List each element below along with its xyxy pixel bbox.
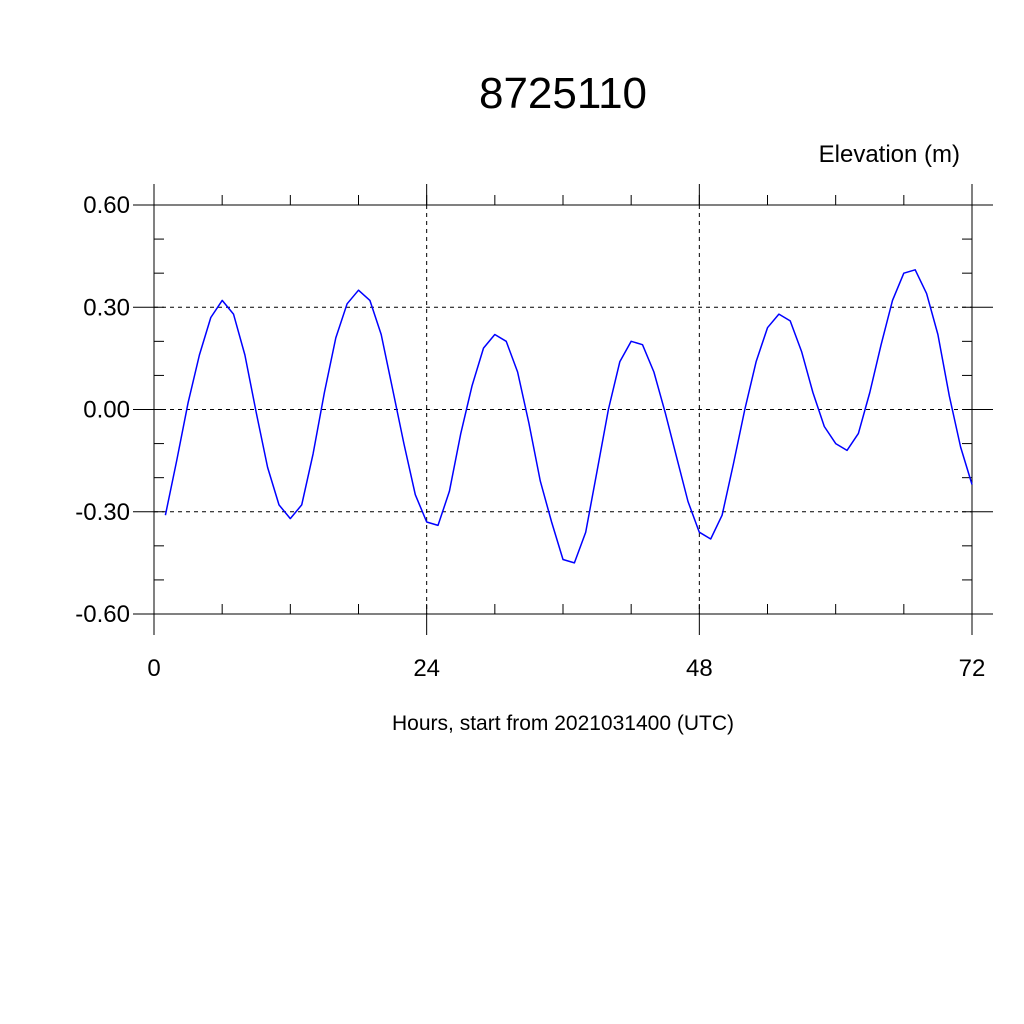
y-tick-label: 0.00 xyxy=(83,397,130,424)
plot-border xyxy=(153,204,973,615)
x-tick-label: 24 xyxy=(413,655,440,682)
y-tick-label: 0.30 xyxy=(83,294,130,321)
series-layer xyxy=(164,269,973,564)
y-tick-label: 0.60 xyxy=(83,192,130,219)
x-axis-label: Hours, start from 2021031400 (UTC) xyxy=(392,712,734,735)
x-tick-label: 0 xyxy=(147,655,160,682)
series-line xyxy=(164,269,973,564)
y-axis-label: Elevation (m) xyxy=(819,141,960,168)
x-tick-labels: 0 24 48 72 xyxy=(147,655,985,682)
y-tick-label: -0.60 xyxy=(75,601,130,628)
x-tick-label: 72 xyxy=(959,655,986,682)
grid-lines xyxy=(153,204,973,615)
y-tick-label: -0.30 xyxy=(75,499,130,526)
y-tick-labels: -0.60 -0.30 0.00 0.30 0.60 xyxy=(75,192,130,628)
plot-frame xyxy=(133,184,993,635)
x-tick-label: 48 xyxy=(686,655,713,682)
chart-title: 8725110 xyxy=(479,69,647,118)
